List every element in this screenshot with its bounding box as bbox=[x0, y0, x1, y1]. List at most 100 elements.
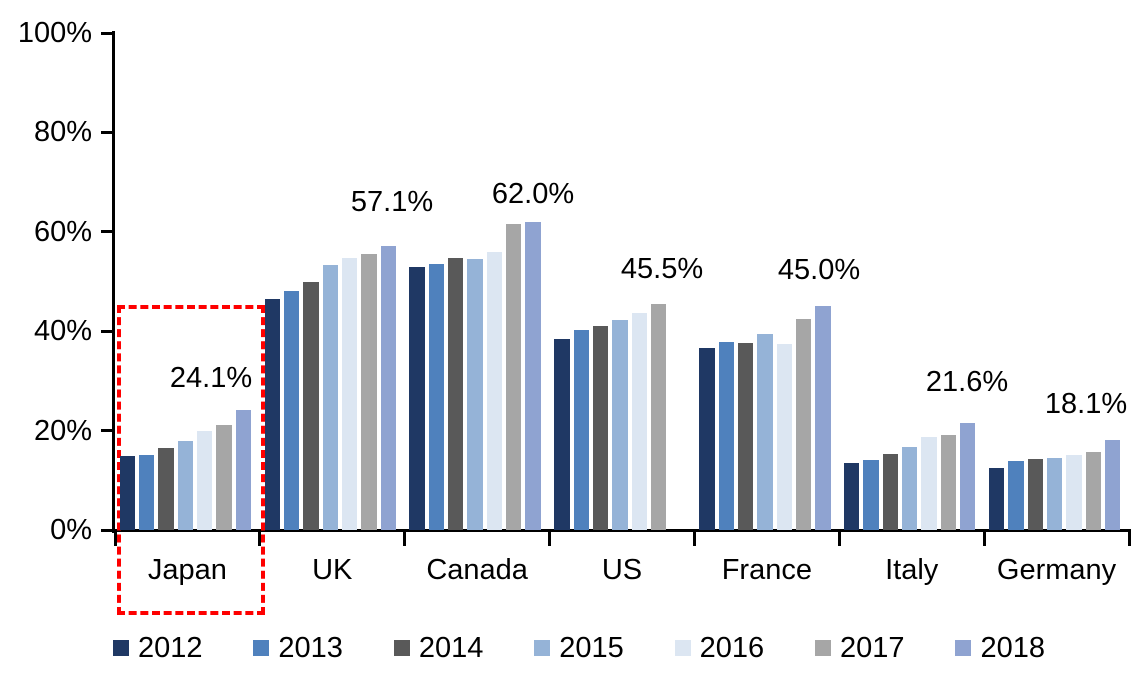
legend-item-2018: 2018 bbox=[955, 631, 1045, 665]
bar-france-2015 bbox=[757, 334, 773, 530]
legend: 2012 2013 2014 2015 2016 2017 2018 bbox=[113, 630, 1045, 666]
bar-japan-2018 bbox=[235, 410, 252, 530]
category-label-italy: Italy bbox=[885, 554, 939, 586]
bar-us-2013 bbox=[573, 329, 589, 530]
legend-swatch-2015 bbox=[534, 640, 551, 656]
legend-swatch-2016 bbox=[674, 640, 691, 656]
bar-uk-2013 bbox=[283, 291, 300, 530]
y-tick-mark bbox=[101, 429, 113, 433]
bar-italy-2018 bbox=[960, 422, 976, 530]
data-label-us: 45.5% bbox=[620, 253, 704, 285]
category-label-us: US bbox=[601, 554, 643, 586]
x-tick-mark bbox=[837, 530, 841, 546]
bar-uk-2017 bbox=[361, 253, 377, 530]
bar-france-2017 bbox=[795, 319, 812, 530]
category-label-canada: Canada bbox=[426, 554, 528, 586]
y-axis-tick-label: 20% bbox=[33, 414, 92, 447]
y-axis-tick-label: 40% bbox=[33, 315, 92, 348]
bar-us-2015 bbox=[612, 319, 628, 530]
legend-swatch-2014 bbox=[393, 640, 410, 656]
bar-japan-2014 bbox=[158, 447, 174, 530]
data-label-italy: 21.6% bbox=[925, 366, 1009, 398]
bar-us-2017 bbox=[651, 303, 667, 530]
x-tick-mark bbox=[548, 530, 552, 546]
bar-italy-2017 bbox=[940, 434, 957, 530]
bar-germany-2018 bbox=[1104, 440, 1121, 530]
bar-germany-2013 bbox=[1008, 460, 1024, 530]
x-tick-mark bbox=[258, 530, 262, 546]
bar-italy-2016 bbox=[921, 436, 937, 530]
bar-japan-2013 bbox=[139, 455, 155, 530]
bar-us-2014 bbox=[592, 326, 609, 530]
legend-item-2013: 2013 bbox=[253, 631, 343, 665]
data-label-germany: 18.1% bbox=[1044, 388, 1128, 420]
category-label-germany: Germany bbox=[996, 554, 1117, 586]
legend-label-2018: 2018 bbox=[980, 632, 1045, 664]
y-tick-mark bbox=[101, 31, 113, 35]
bar-canada-2013 bbox=[428, 264, 445, 530]
y-tick-mark bbox=[101, 230, 113, 234]
legend-label-2016: 2016 bbox=[699, 632, 765, 664]
bar-uk-2014 bbox=[303, 281, 319, 530]
bar-italy-2014 bbox=[882, 453, 899, 530]
bar-canada-2017 bbox=[506, 224, 522, 530]
legend-item-2017: 2017 bbox=[815, 631, 905, 665]
legend-swatch-2018 bbox=[955, 640, 972, 656]
bar-canada-2014 bbox=[448, 257, 464, 530]
y-axis-tick-label: 80% bbox=[33, 116, 92, 149]
y-axis-tick-label: 60% bbox=[33, 215, 92, 248]
legend-label-2014: 2014 bbox=[418, 632, 484, 664]
y-tick-mark bbox=[101, 528, 113, 532]
bar-canada-2012 bbox=[409, 266, 425, 530]
bar-germany-2016 bbox=[1066, 454, 1082, 530]
legend-label-2013: 2013 bbox=[278, 632, 343, 664]
y-tick-mark bbox=[101, 130, 113, 134]
bar-japan-2015 bbox=[177, 440, 194, 530]
bar-france-2014 bbox=[737, 342, 754, 530]
bar-france-2016 bbox=[776, 344, 792, 530]
x-tick-mark bbox=[982, 530, 986, 546]
bar-france-2013 bbox=[718, 342, 734, 530]
legend-swatch-2013 bbox=[253, 640, 270, 656]
bar-germany-2014 bbox=[1027, 459, 1043, 530]
x-tick-mark bbox=[692, 530, 696, 546]
bar-us-2012 bbox=[554, 339, 570, 530]
x-axis-line bbox=[112, 529, 1131, 532]
legend-item-2015: 2015 bbox=[534, 631, 624, 665]
category-label-uk: UK bbox=[312, 554, 353, 586]
legend-swatch-2017 bbox=[815, 640, 832, 656]
data-label-france: 45.0% bbox=[777, 254, 861, 286]
bar-japan-2016 bbox=[197, 430, 213, 530]
legend-item-2014: 2014 bbox=[393, 631, 484, 665]
bar-germany-2017 bbox=[1085, 451, 1101, 530]
bar-uk-2018 bbox=[380, 246, 396, 530]
bar-us-2016 bbox=[631, 312, 647, 530]
bar-canada-2015 bbox=[467, 259, 483, 530]
bar-france-2012 bbox=[699, 348, 715, 530]
category-label-france: France bbox=[721, 554, 812, 586]
category-label-japan: Japan bbox=[147, 554, 227, 586]
data-label-canada: 62.0% bbox=[491, 178, 575, 210]
y-axis-line bbox=[112, 31, 115, 533]
bar-canada-2016 bbox=[486, 251, 503, 530]
bar-japan-2017 bbox=[216, 424, 232, 530]
legend-item-2016: 2016 bbox=[674, 631, 765, 665]
bar-italy-2012 bbox=[844, 463, 860, 530]
y-tick-mark bbox=[101, 329, 113, 333]
data-label-uk: 57.1% bbox=[350, 186, 434, 218]
bar-italy-2013 bbox=[863, 460, 879, 530]
data-label-japan: 24.1% bbox=[169, 362, 253, 394]
bar-japan-2012 bbox=[119, 456, 136, 530]
bar-canada-2018 bbox=[525, 221, 541, 530]
legend-label-2015: 2015 bbox=[559, 632, 624, 664]
legend-item-2012: 2012 bbox=[113, 631, 203, 665]
bar-germany-2015 bbox=[1046, 457, 1063, 530]
x-tick-mark bbox=[113, 530, 117, 546]
bar-uk-2015 bbox=[322, 265, 338, 530]
y-axis-tick-label: 0% bbox=[50, 514, 92, 546]
bar-italy-2015 bbox=[902, 447, 918, 530]
y-axis-tick-label: 100% bbox=[17, 17, 92, 49]
x-tick-mark bbox=[1127, 530, 1131, 546]
legend-label-2012: 2012 bbox=[138, 632, 203, 664]
